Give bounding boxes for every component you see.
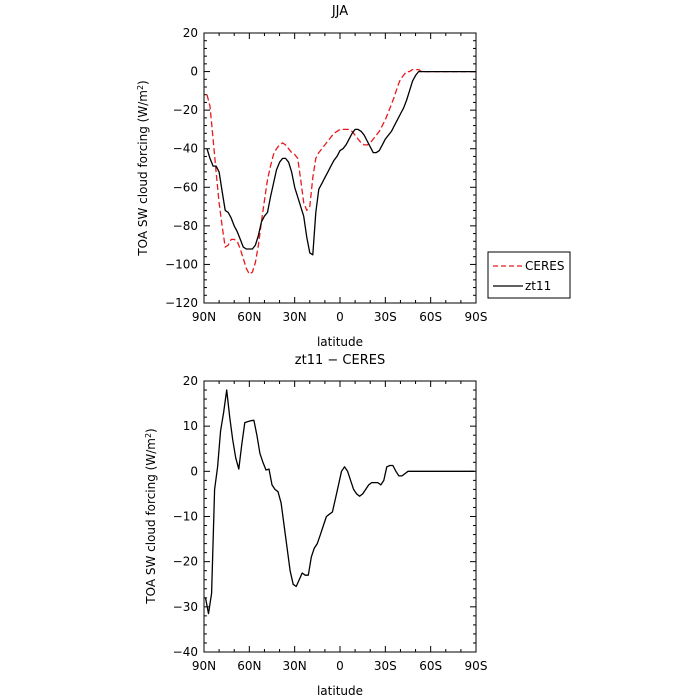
x-tick-label: 60S bbox=[419, 659, 442, 673]
y-tick-label: −60 bbox=[173, 180, 198, 194]
top-y-tick-labels: −120 −100 −80 −60 −40 −20 0 20 bbox=[165, 26, 198, 310]
x-tick-label: 0 bbox=[336, 310, 344, 324]
x-tick-label: 90S bbox=[465, 659, 488, 673]
series-line-ceres bbox=[206, 68, 476, 275]
x-tick-label: 30N bbox=[283, 310, 307, 324]
series-line-difference bbox=[204, 389, 475, 615]
top-plot-area bbox=[203, 32, 477, 304]
y-tick-label: −40 bbox=[173, 142, 198, 156]
legend: CERES zt11 bbox=[487, 251, 571, 299]
y-tick-label: −30 bbox=[173, 600, 198, 614]
x-tick-label: 90S bbox=[465, 310, 488, 324]
y-tick-label: 20 bbox=[183, 26, 198, 40]
x-tick-label: 60N bbox=[237, 310, 261, 324]
x-tick-label: 60N bbox=[237, 659, 261, 673]
legend-box bbox=[487, 251, 571, 299]
y-tick-label: −120 bbox=[165, 296, 198, 310]
top-y-axis-label: TOA SW cloud forcing (W/m2) bbox=[136, 80, 151, 256]
bottom-y-tick-labels: −40 −30 −20 −10 0 10 20 bbox=[173, 374, 198, 659]
y-tick-label: 0 bbox=[190, 65, 198, 79]
top-title: JJA bbox=[331, 4, 348, 19]
bottom-x-axis-label: latitude bbox=[317, 684, 363, 698]
y-tick-label: −20 bbox=[173, 103, 198, 117]
x-tick-label: 0 bbox=[336, 659, 344, 673]
y-tick-label: −10 bbox=[173, 510, 198, 524]
legend-label-zt11: zt11 bbox=[525, 279, 551, 293]
y-tick-label: −100 bbox=[165, 257, 198, 271]
x-tick-label: 90N bbox=[192, 659, 216, 673]
y-tick-label: −20 bbox=[173, 555, 198, 569]
legend-label-ceres: CERES bbox=[525, 259, 565, 273]
bottom-series-lines bbox=[204, 389, 475, 615]
top-panel: JJA 90N 60N 30N 0 30S 60S 90S −120 −100 −80 −60 −4… bbox=[136, 4, 571, 349]
bottom-y-axis-label: TOA SW cloud forcing (W/m2) bbox=[144, 428, 159, 604]
bottom-plot-frame bbox=[203, 380, 477, 653]
bottom-panel: zt11 − CERES 90N 60N 30N 0 30S 60S 90S −40−30−… bbox=[144, 353, 488, 698]
bottom-title: zt11 − CERES bbox=[295, 353, 385, 368]
x-tick-label: 90N bbox=[192, 310, 216, 324]
top-series-lines bbox=[206, 68, 476, 275]
y-tick-label: −80 bbox=[173, 219, 198, 233]
x-tick-label: 30N bbox=[283, 659, 307, 673]
y-tick-label: 20 bbox=[183, 374, 198, 388]
x-tick-label: 30S bbox=[374, 659, 397, 673]
top-plot-frame bbox=[203, 32, 477, 304]
y-tick-label: 10 bbox=[183, 419, 198, 433]
top-x-axis-label: latitude bbox=[317, 335, 363, 349]
bottom-plot-area bbox=[203, 380, 477, 653]
bottom-x-tick-labels: 90N 60N 30N 0 30S 60S 90S bbox=[192, 659, 488, 673]
y-tick-label: 0 bbox=[190, 464, 198, 478]
top-x-tick-labels: 90N 60N 30N 0 30S 60S 90S bbox=[192, 310, 488, 324]
y-tick-label: −40 bbox=[173, 645, 198, 659]
series-line-zt11 bbox=[206, 70, 476, 256]
x-tick-label: 30S bbox=[374, 310, 397, 324]
x-tick-label: 60S bbox=[419, 310, 442, 324]
